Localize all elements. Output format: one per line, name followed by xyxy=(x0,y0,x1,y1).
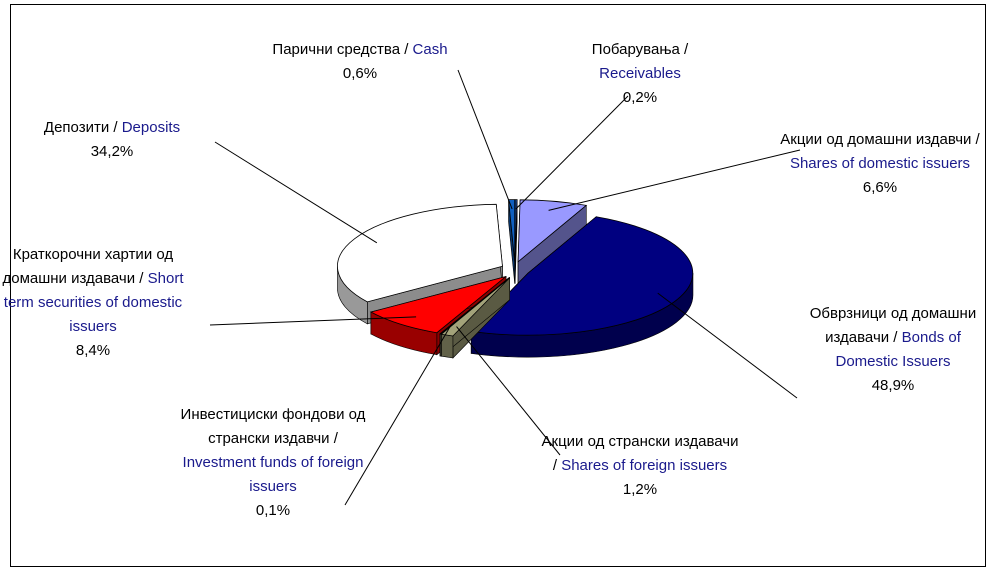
leader-line xyxy=(214,141,378,244)
label-english: Short term securities of domestic issuer… xyxy=(3,270,184,335)
leader-line xyxy=(457,69,513,210)
slice xyxy=(439,277,510,335)
slice xyxy=(369,276,507,334)
label-local: Побарувања / xyxy=(591,41,689,58)
label-local: Акции од странски издавачи / xyxy=(541,433,739,474)
slice-label: Депозити / Deposits 34,2% xyxy=(0,116,227,164)
slice xyxy=(337,203,503,303)
value-label: 34,2% xyxy=(90,143,134,160)
value-label: 0,1% xyxy=(255,502,291,519)
value-label: 48,9% xyxy=(871,377,915,394)
label-local: Краткорочни хартии од домашни издавачи / xyxy=(2,246,174,287)
slice-label: Акции од домашни издавчи / Shares of dom… xyxy=(780,128,980,200)
leader-line xyxy=(548,149,801,211)
label-local: Парични средства / xyxy=(272,41,409,58)
slice xyxy=(470,216,694,336)
label-local: Обврзници од домашни издавачи / xyxy=(809,305,977,346)
value-label: 0,6% xyxy=(342,65,378,82)
label-english: Receivables xyxy=(599,65,681,82)
label-english: Deposits xyxy=(121,119,181,136)
label-local: Инвестициски фондови од странски издавчи… xyxy=(180,406,366,447)
label-english: Shares of domestic issuers xyxy=(789,155,971,172)
label-local: Акции од домашни издавчи / xyxy=(780,131,980,148)
slice-side xyxy=(439,333,442,357)
slice-label: Краткорочни хартии од домашни издавачи /… xyxy=(0,243,188,363)
slice-label: Акции од странски издавачи / Shares of f… xyxy=(540,430,740,502)
label-english: Investment funds of foreign issuers xyxy=(182,454,364,495)
slice xyxy=(517,199,588,263)
value-label: 6,6% xyxy=(862,179,898,196)
leader-line xyxy=(456,326,561,456)
label-english: Bonds of Domestic Issuers xyxy=(835,329,961,370)
chart-frame xyxy=(10,4,986,567)
value-label: 0,2% xyxy=(622,89,658,106)
slice-label: Побарувања / Receivables 0,2% xyxy=(555,38,725,110)
slice-label: Инвестициски фондови од странски издавчи… xyxy=(178,403,368,523)
leader-line xyxy=(657,292,798,399)
label-local: Депозити / xyxy=(43,119,118,136)
leader-line xyxy=(209,316,417,326)
value-label: 8,4% xyxy=(75,342,111,359)
label-english: Shares of foreign issuers xyxy=(561,457,728,474)
slice-label: Парични средства / Cash 0,6% xyxy=(255,38,465,86)
slice xyxy=(440,277,510,337)
label-english: Cash xyxy=(412,41,448,58)
slice-label: Обврзници од домашни издавачи / Bonds of… xyxy=(793,302,993,398)
leader-line xyxy=(344,325,452,506)
value-label: 1,2% xyxy=(622,481,658,498)
leader-line xyxy=(515,95,629,210)
